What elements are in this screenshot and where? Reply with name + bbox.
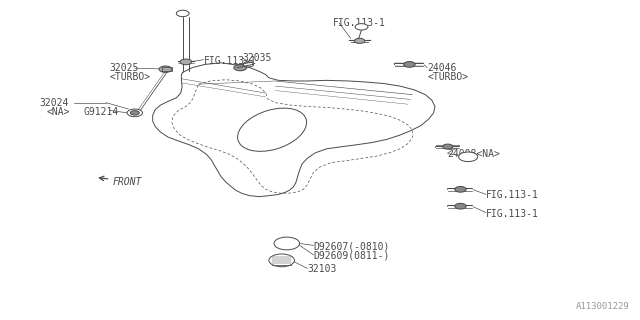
Text: 32025: 32025 xyxy=(109,63,139,73)
Circle shape xyxy=(159,66,172,72)
Circle shape xyxy=(462,154,474,160)
Text: 24008<NA>: 24008<NA> xyxy=(448,148,500,159)
Circle shape xyxy=(274,237,300,250)
Text: FIG.113-1: FIG.113-1 xyxy=(204,56,257,66)
Text: 24046: 24046 xyxy=(428,63,457,73)
Text: D92609(0811-): D92609(0811-) xyxy=(314,251,390,260)
Circle shape xyxy=(355,24,368,30)
Text: 32035: 32035 xyxy=(242,53,271,63)
Circle shape xyxy=(355,38,365,44)
Text: FIG.113-1: FIG.113-1 xyxy=(486,190,539,200)
Circle shape xyxy=(455,187,467,192)
Circle shape xyxy=(278,239,296,248)
Text: <NA>: <NA> xyxy=(47,107,70,117)
Circle shape xyxy=(234,64,246,71)
Circle shape xyxy=(127,109,143,117)
Circle shape xyxy=(404,61,415,67)
Text: <TURBO>: <TURBO> xyxy=(428,72,468,82)
Text: D92607(-0810): D92607(-0810) xyxy=(314,241,390,251)
Circle shape xyxy=(271,255,292,266)
Text: FRONT: FRONT xyxy=(113,177,142,187)
Circle shape xyxy=(131,111,140,115)
Circle shape xyxy=(180,59,191,65)
Text: FIG.113-1: FIG.113-1 xyxy=(486,209,539,219)
Text: <TURBO>: <TURBO> xyxy=(109,72,150,82)
Polygon shape xyxy=(153,63,435,197)
Text: 32103: 32103 xyxy=(307,264,337,274)
Circle shape xyxy=(243,62,253,67)
Text: G91214: G91214 xyxy=(84,107,119,117)
Text: A113001229: A113001229 xyxy=(576,302,630,311)
Text: FIG.113-1: FIG.113-1 xyxy=(333,18,386,28)
Circle shape xyxy=(459,152,477,162)
Circle shape xyxy=(176,10,189,17)
Circle shape xyxy=(455,203,467,209)
Circle shape xyxy=(274,257,289,264)
Text: 32024: 32024 xyxy=(39,98,68,108)
Circle shape xyxy=(269,254,294,267)
Circle shape xyxy=(443,144,453,149)
